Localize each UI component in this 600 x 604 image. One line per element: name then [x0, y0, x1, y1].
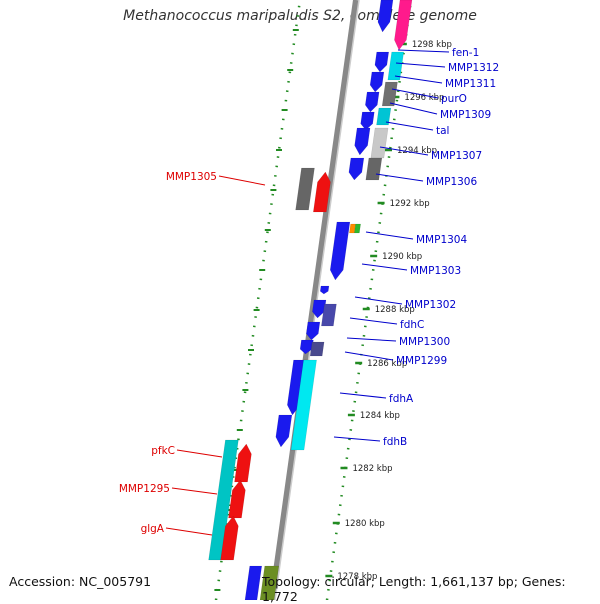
gene-arrow — [370, 127, 389, 159]
gene-arrow — [321, 303, 337, 327]
left-track-guide — [214, 0, 302, 600]
gene-label-reverse: pfkC — [151, 445, 175, 457]
gene-label-forward: MMP1302 — [405, 299, 456, 311]
gene-arrow — [387, 51, 405, 81]
gene-arrow — [313, 171, 331, 213]
gene-arrow — [228, 479, 246, 519]
gene-label-forward: MMP1299 — [396, 355, 447, 367]
gene-arrow — [369, 71, 385, 93]
right-track-guide — [325, 0, 413, 600]
label-leader-line — [375, 173, 424, 182]
gene-label-reverse: MMP1295 — [119, 483, 170, 495]
label-leader-line — [165, 527, 213, 536]
gene-label-forward: fdhC — [400, 319, 424, 331]
gene-arrow — [306, 321, 321, 341]
gene-arrow — [259, 565, 280, 600]
gene-arrow — [394, 0, 413, 51]
gene-arrow — [290, 359, 317, 451]
gene-arrow — [376, 107, 392, 126]
gene-arrow — [295, 167, 315, 211]
gene-label-reverse: glgA — [141, 523, 165, 535]
label-leader-line — [171, 487, 218, 495]
accession-text: Accession: NC_005791 — [9, 574, 152, 589]
gene-label-forward: purO — [441, 93, 467, 105]
kbp-tick-label: 1284 kbp — [360, 411, 400, 421]
gene-label-forward: fdhB — [383, 436, 407, 448]
gene-arrow — [374, 51, 390, 73]
gene-arrow — [244, 565, 263, 600]
kbp-tick-label: 1280 kbp — [345, 519, 385, 529]
gene-label-forward: MMP1309 — [440, 109, 491, 121]
gene-arrow — [365, 157, 383, 181]
label-leader-line — [379, 146, 429, 156]
gene-arrow — [220, 515, 239, 561]
gene-arrow — [377, 0, 394, 33]
kbp-tick-label: 1298 kbp — [412, 40, 452, 50]
gene-arrow — [329, 221, 351, 281]
label-leader-line — [389, 102, 438, 115]
gene-label-forward: fen-1 — [452, 47, 479, 59]
gene-arrow — [354, 223, 361, 234]
label-leader-line — [385, 121, 434, 131]
gene-arrow — [348, 157, 365, 181]
gene-label-forward: MMP1300 — [399, 336, 450, 348]
gene-label-forward: MMP1303 — [410, 265, 461, 277]
label-leader-line — [395, 62, 446, 68]
kbp-tick-label: 1290 kbp — [382, 252, 422, 262]
label-leader-line — [218, 175, 266, 186]
gene-label-reverse: MMP1305 — [166, 171, 217, 183]
gene-label-forward: tal — [436, 125, 449, 137]
label-leader-line — [349, 317, 398, 325]
kbp-tick-label: 1296 kbp — [404, 93, 444, 103]
gene-arrow — [365, 91, 380, 113]
kbp-tick-label: 1292 kbp — [390, 199, 430, 209]
kbp-tick-label: 1288 kbp — [375, 305, 415, 315]
label-leader-line — [361, 263, 408, 271]
gene-arrow — [319, 285, 330, 295]
gene-arrow — [381, 81, 398, 107]
gene-label-forward: MMP1312 — [448, 62, 499, 74]
label-leader-line — [365, 231, 414, 240]
label-leader-line — [391, 88, 439, 99]
label-leader-line — [176, 449, 223, 458]
label-leader-line — [344, 351, 394, 361]
kbp-tick-label: 1286 kbp — [367, 359, 407, 369]
gene-arrow — [299, 339, 314, 355]
gene-arrow — [360, 111, 375, 131]
label-leader-line — [354, 296, 403, 305]
label-leader-line — [346, 337, 397, 342]
label-leader-line — [397, 49, 450, 53]
kbp-tick-label: 1282 kbp — [352, 464, 392, 474]
kbp-tick-label: 1294 kbp — [397, 146, 437, 156]
gene-label-forward: fdhA — [389, 393, 414, 405]
label-leader-line — [394, 75, 443, 84]
label-leader-line — [333, 436, 381, 442]
gene-arrow — [312, 299, 327, 319]
kbp-tick-label: 1278 kbp — [337, 572, 377, 582]
gene-label-forward: MMP1307 — [431, 150, 482, 162]
gene-arrow — [354, 127, 371, 156]
gene-arrow — [275, 414, 293, 448]
gene-label-forward: MMP1304 — [416, 234, 467, 246]
gene-label-forward: MMP1311 — [445, 78, 496, 90]
gene-label-forward: MMP1306 — [426, 176, 477, 188]
gene-arrow — [309, 341, 325, 357]
label-leader-line — [339, 392, 387, 399]
